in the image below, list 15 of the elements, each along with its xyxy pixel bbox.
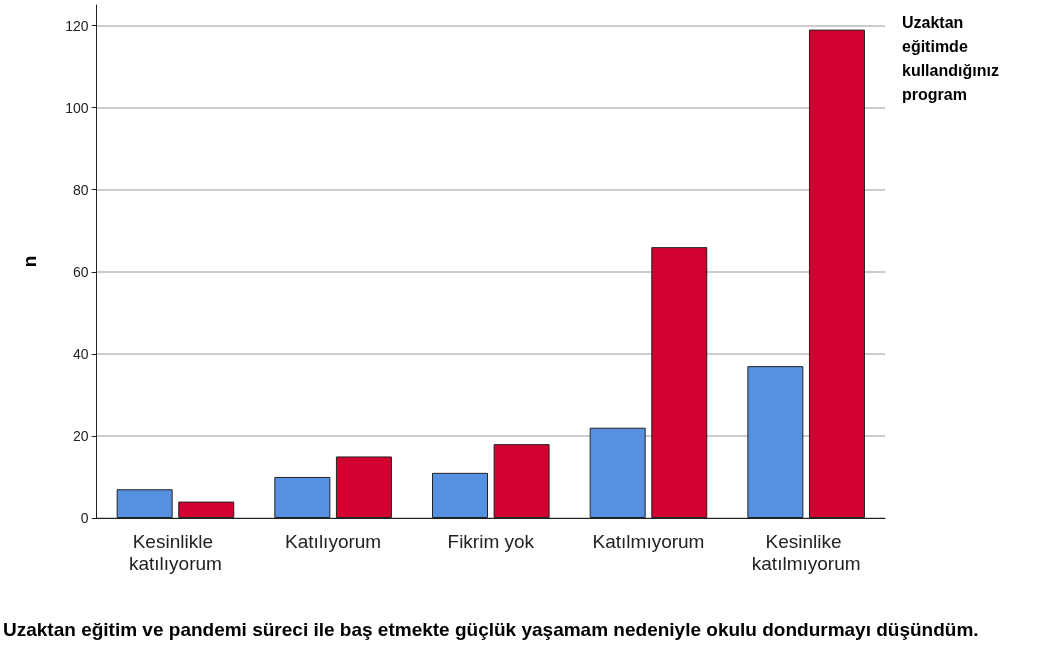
y-tick-label: 120 xyxy=(65,17,89,34)
x-tick-label: Kesinlike katılmıyorum xyxy=(751,530,861,574)
y-tick-label: 80 xyxy=(73,181,89,198)
x-axis-title: Uzaktan eğitim ve pandemi süreci ile baş etmekte güçlük yaşamam nedeniyle okulu dondurmayı düşündüm. xyxy=(2,618,979,640)
x-tick-label: Katılıyorum xyxy=(285,530,382,552)
y-tick-label: 20 xyxy=(73,427,89,444)
y-tick-label: 40 xyxy=(73,345,89,362)
x-tick-label: Fikrim yok xyxy=(447,530,535,552)
legend-title: Uzaktan eğitimde kullandığınız program xyxy=(902,13,999,103)
x-tick-label: Katılmıyorum xyxy=(592,530,705,552)
y-axis-title: n xyxy=(18,255,40,268)
x-tick-label: Kesinlikle katılıyorum xyxy=(128,530,222,574)
y-tick-label: 0 xyxy=(80,510,89,526)
y-tick-label: 100 xyxy=(65,99,89,116)
y-tick-label: 60 xyxy=(73,263,89,280)
